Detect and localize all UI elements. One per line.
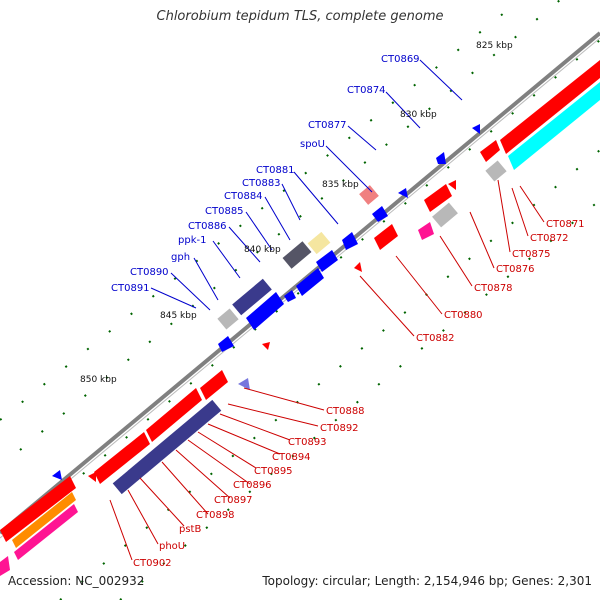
label-CT0886: CT0886 xyxy=(188,221,227,232)
gene-CT0881[interactable] xyxy=(342,232,358,250)
label-CT0890: CT0890 xyxy=(130,267,169,278)
label-CT0893: CT0893 xyxy=(288,437,327,448)
gene-CT0888[interactable] xyxy=(200,370,228,400)
gene-CT0871[interactable] xyxy=(500,60,600,154)
gene-CT0877[interactable] xyxy=(398,188,408,198)
label-CT0872: CT0872 xyxy=(530,233,569,244)
tick-825: 825 kbp xyxy=(476,41,513,51)
label-ppk1: ppk-1 xyxy=(178,235,206,246)
gene-CT0886[interactable] xyxy=(284,290,296,302)
gene-spoU-highlight[interactable] xyxy=(359,185,379,205)
gene-phoU[interactable] xyxy=(0,476,76,542)
label-CT0888: CT0888 xyxy=(326,406,365,417)
gene-labels-blue: CT0869 CT0874 CT0877 spoU CT0881 CT0883 … xyxy=(111,54,420,294)
gene-CT0893[interactable] xyxy=(94,432,150,484)
gene-misc-red-3[interactable] xyxy=(88,472,96,482)
gene-CT0885[interactable] xyxy=(296,268,324,296)
label-CT0876: CT0876 xyxy=(496,264,535,275)
gene-gph[interactable] xyxy=(246,292,284,330)
gene-CT0875[interactable] xyxy=(480,140,500,162)
label-CT0877: CT0877 xyxy=(308,120,347,131)
accession-text: Accession: NC_002932 xyxy=(8,574,145,588)
label-CT0883: CT0883 xyxy=(242,178,281,189)
label-CT0871: CT0871 xyxy=(546,219,585,230)
callouts-blue xyxy=(150,59,463,311)
label-CT0902: CT0902 xyxy=(133,558,172,569)
gene-CT0869[interactable] xyxy=(472,124,480,134)
gene-CT0880[interactable] xyxy=(374,224,398,250)
gene-CT0902[interactable] xyxy=(14,504,78,560)
gene-misc-blue-2[interactable] xyxy=(238,378,250,390)
label-CT0875: CT0875 xyxy=(512,249,551,260)
label-spoU: spoU xyxy=(300,139,325,150)
gene-CT0878-grey[interactable] xyxy=(432,202,458,228)
reverse-genes xyxy=(52,124,480,480)
gene-labels-red: CT0871 CT0872 CT0875 CT0876 CT0878 CT088… xyxy=(133,219,585,569)
tick-845: 845 kbp xyxy=(160,311,197,321)
label-CT0878: CT0878 xyxy=(474,283,513,294)
label-CT0869: CT0869 xyxy=(381,54,420,65)
label-CT0881: CT0881 xyxy=(256,165,295,176)
forward-genes xyxy=(0,60,600,576)
gene-CT0892[interactable] xyxy=(146,388,202,442)
gene-edge-magenta[interactable] xyxy=(0,556,10,576)
gene-CT0883-tan[interactable] xyxy=(307,231,331,255)
gene-CT0874[interactable] xyxy=(436,152,446,164)
gene-CT0876[interactable] xyxy=(485,160,507,182)
gene-CT0878[interactable] xyxy=(424,184,452,212)
label-CT0897: CT0897 xyxy=(214,495,253,506)
gene-misc-red-1[interactable] xyxy=(448,180,456,190)
label-CT0874: CT0874 xyxy=(347,85,386,96)
gene-spoU[interactable] xyxy=(372,206,388,222)
gene-CT0872[interactable] xyxy=(508,82,600,170)
label-phoU: phoU xyxy=(159,541,185,552)
label-CT0880: CT0880 xyxy=(444,310,483,321)
tick-840: 840 kbp xyxy=(244,245,281,255)
gene-CT0894[interactable] xyxy=(112,399,222,495)
tick-labels: 825 kbp 830 kbp 835 kbp 840 kbp 845 kbp … xyxy=(80,41,513,385)
label-CT0896: CT0896 xyxy=(233,480,272,491)
label-pstB: pstB xyxy=(179,524,201,535)
label-CT0882: CT0882 xyxy=(416,333,455,344)
gene-CT0890[interactable] xyxy=(217,308,239,330)
gene-CT0891[interactable] xyxy=(218,336,234,352)
label-CT0885: CT0885 xyxy=(205,206,244,217)
gene-CT0880-pink[interactable] xyxy=(418,222,434,240)
callouts-red xyxy=(109,179,545,561)
label-gph: gph xyxy=(171,252,190,263)
gene-ppk1[interactable] xyxy=(232,278,272,316)
gene-misc-blue-1[interactable] xyxy=(52,470,62,480)
tick-835: 835 kbp xyxy=(322,180,359,190)
label-CT0894: CT0894 xyxy=(272,452,311,463)
gene-misc-red-2[interactable] xyxy=(262,342,270,350)
label-CT0898: CT0898 xyxy=(196,510,235,521)
label-CT0892: CT0892 xyxy=(320,423,359,434)
tick-830: 830 kbp xyxy=(400,110,437,120)
gene-CT0884[interactable] xyxy=(282,241,312,269)
tick-850: 850 kbp xyxy=(80,375,117,385)
genome-summary: Topology: circular; Length: 2,154,946 bp… xyxy=(262,574,592,588)
gene-CT0882[interactable] xyxy=(354,262,362,272)
gene-CT0883[interactable] xyxy=(316,250,338,272)
label-CT0884: CT0884 xyxy=(224,191,263,202)
map-title: Chlorobium tepidum TLS, complete genome xyxy=(156,9,444,24)
label-CT0895: CT0895 xyxy=(254,466,293,477)
label-CT0891: CT0891 xyxy=(111,283,150,294)
gene-pstB[interactable] xyxy=(12,492,76,548)
